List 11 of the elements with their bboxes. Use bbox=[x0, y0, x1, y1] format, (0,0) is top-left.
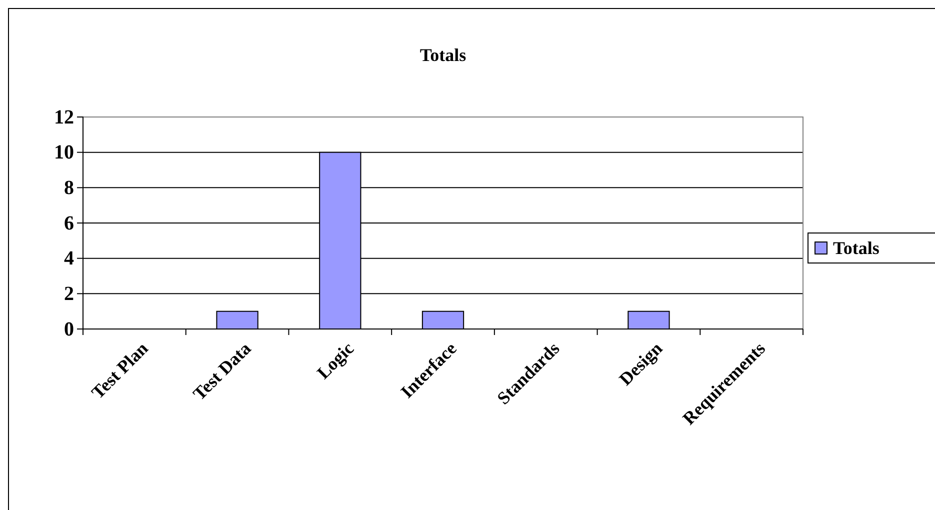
y-tick-label: 4 bbox=[64, 248, 74, 270]
x-tick-label: Test Plan bbox=[88, 338, 152, 403]
y-tick-label: 8 bbox=[64, 177, 74, 200]
x-tick-label: Test Data bbox=[189, 338, 255, 404]
y-tick-label: 2 bbox=[64, 283, 74, 306]
y-tick-label: 12 bbox=[54, 106, 74, 128]
y-tick-label: 6 bbox=[64, 212, 74, 234]
y-tick-label: 10 bbox=[54, 142, 74, 164]
legend-label: Totals bbox=[833, 238, 880, 258]
chart-title: Totals bbox=[420, 45, 466, 65]
y-tick-label: 0 bbox=[64, 318, 74, 340]
